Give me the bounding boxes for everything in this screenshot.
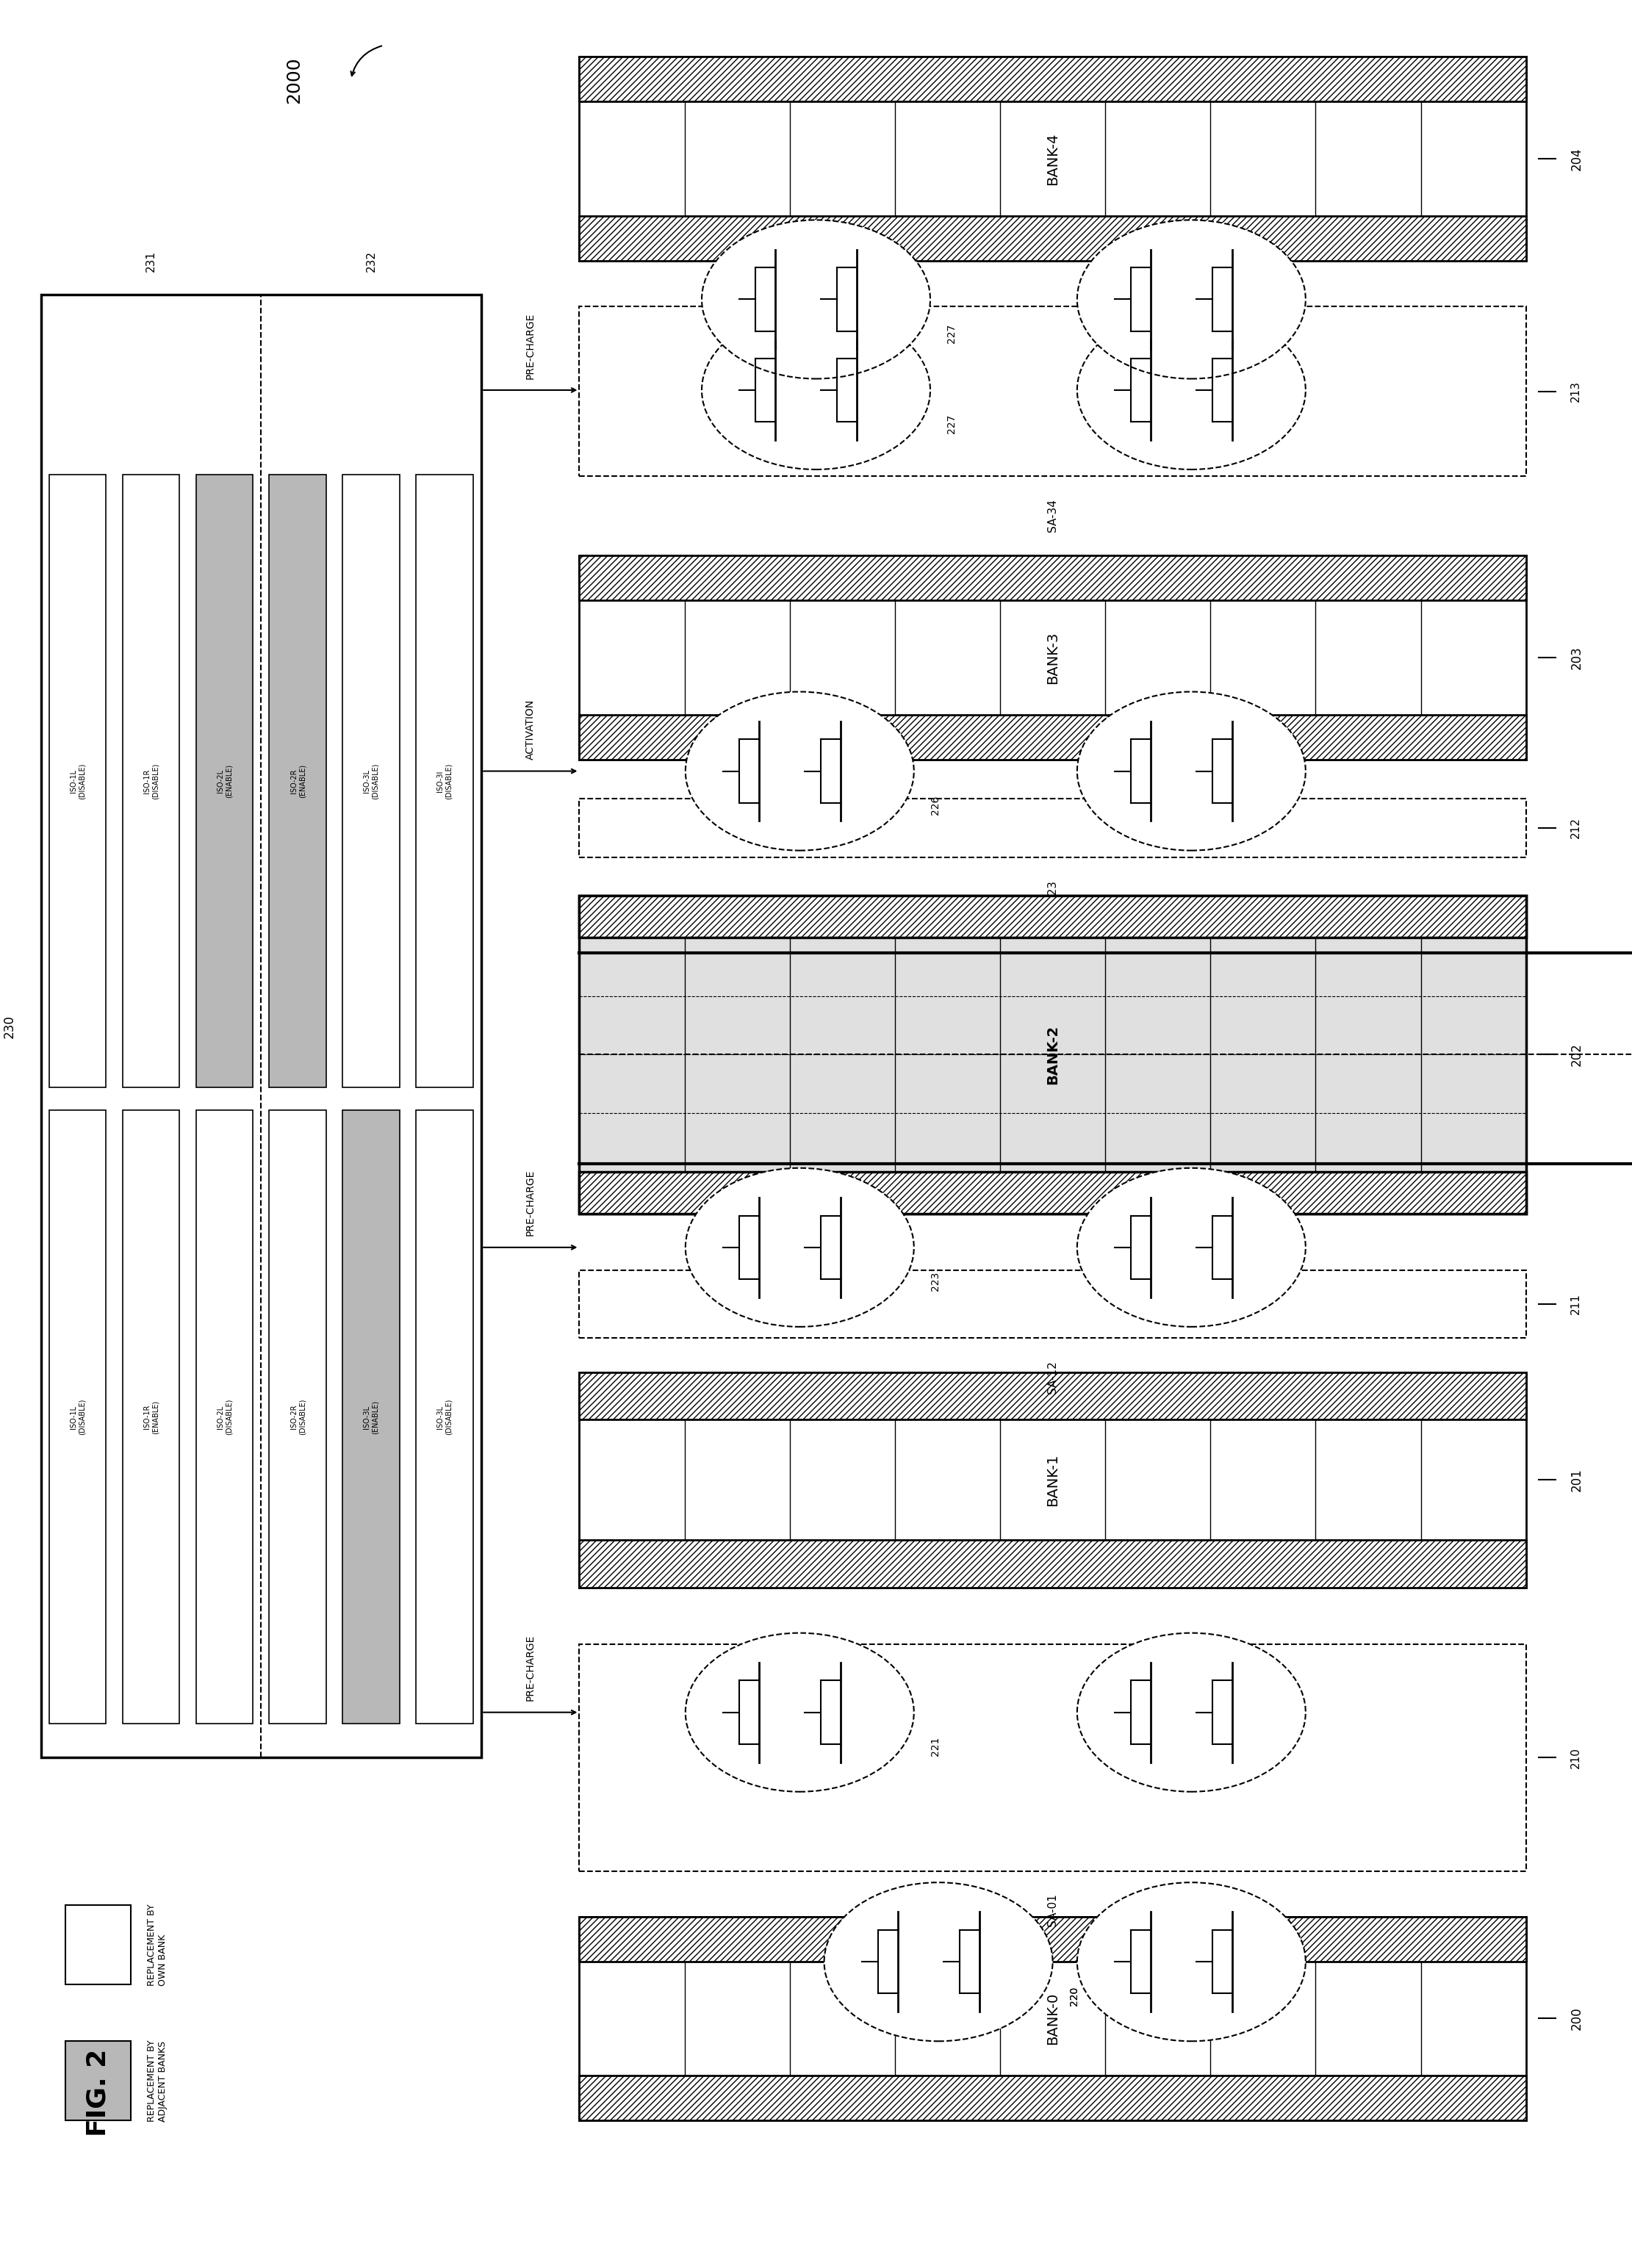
Text: 223: 223 xyxy=(930,1272,940,1290)
Text: ACTIVATION: ACTIVATION xyxy=(526,699,535,760)
Text: BANK-4: BANK-4 xyxy=(1046,132,1059,186)
Bar xyxy=(579,556,1526,760)
Bar xyxy=(122,1111,180,1724)
Bar xyxy=(416,1111,473,1724)
Text: 212: 212 xyxy=(1570,816,1581,839)
Ellipse shape xyxy=(824,1882,1053,2041)
Text: BANK-3: BANK-3 xyxy=(1046,631,1059,685)
Text: ISO-1L
(DISABLE): ISO-1L (DISABLE) xyxy=(70,1399,85,1436)
Text: 213: 213 xyxy=(1570,381,1581,401)
Bar xyxy=(579,215,1526,261)
Text: PRE-CHARGE: PRE-CHARGE xyxy=(526,1635,535,1701)
Text: 204: 204 xyxy=(1570,147,1583,170)
Text: REPLACEMENT BY
ADJACENT BANKS: REPLACEMENT BY ADJACENT BANKS xyxy=(147,2039,168,2123)
Text: ISO-2R
(DISABLE): ISO-2R (DISABLE) xyxy=(290,1399,305,1436)
Bar xyxy=(269,474,326,1089)
Text: REPLACEMENT BY
OWN BANK: REPLACEMENT BY OWN BANK xyxy=(147,1903,168,1987)
Bar xyxy=(49,1111,106,1724)
Bar xyxy=(579,714,1526,760)
Text: SA-01: SA-01 xyxy=(1048,1894,1058,1926)
Ellipse shape xyxy=(685,692,914,850)
Text: 201: 201 xyxy=(1570,1467,1583,1492)
Ellipse shape xyxy=(1077,220,1306,379)
Bar xyxy=(579,306,1526,476)
Bar xyxy=(343,1111,400,1724)
Bar xyxy=(579,57,1526,102)
Ellipse shape xyxy=(702,220,930,379)
Ellipse shape xyxy=(1077,311,1306,469)
Bar xyxy=(579,1173,1526,1213)
Text: ISO-2L
(ENABLE): ISO-2L (ENABLE) xyxy=(217,764,232,798)
Text: ISO-2R
(ENABLE): ISO-2R (ENABLE) xyxy=(290,764,305,798)
Bar xyxy=(65,1905,131,1984)
Ellipse shape xyxy=(1077,1633,1306,1792)
Bar xyxy=(65,2041,131,2121)
Text: BANK-2: BANK-2 xyxy=(1046,1025,1059,1084)
Text: SA-34: SA-34 xyxy=(1048,499,1058,533)
Text: ISO-3L
(DISABLE): ISO-3L (DISABLE) xyxy=(364,762,379,798)
Text: ISO-3L
(DISABLE): ISO-3L (DISABLE) xyxy=(437,1399,452,1436)
Bar xyxy=(579,896,1526,937)
Bar xyxy=(269,1111,326,1724)
Bar xyxy=(416,474,473,1089)
Bar xyxy=(579,1916,1526,2121)
Bar xyxy=(49,474,106,1089)
Text: BANK-1: BANK-1 xyxy=(1046,1454,1059,1506)
Ellipse shape xyxy=(702,311,930,469)
Text: FIG. 2: FIG. 2 xyxy=(85,2048,111,2136)
Text: 200: 200 xyxy=(1570,2007,1583,2030)
Text: ISO-3I
(DISABLE): ISO-3I (DISABLE) xyxy=(437,762,452,798)
Text: PRE-CHARGE: PRE-CHARGE xyxy=(526,313,535,379)
Text: ISO-2L
(DISABLE): ISO-2L (DISABLE) xyxy=(217,1399,232,1436)
Bar xyxy=(196,474,253,1089)
Bar xyxy=(579,1372,1526,1588)
Text: 231: 231 xyxy=(145,252,157,272)
Bar xyxy=(579,556,1526,601)
Text: 226: 226 xyxy=(930,796,940,814)
Text: ISO-1R
(ENABLE): ISO-1R (ENABLE) xyxy=(144,1399,158,1433)
Bar xyxy=(579,1916,1526,1962)
Text: 232: 232 xyxy=(366,252,377,272)
Text: 203: 203 xyxy=(1570,646,1583,669)
Text: 202: 202 xyxy=(1570,1043,1583,1066)
Bar xyxy=(122,474,180,1089)
Bar xyxy=(579,1270,1526,1338)
Text: 221: 221 xyxy=(930,1737,940,1755)
Bar xyxy=(343,474,400,1089)
Text: 227: 227 xyxy=(947,324,956,342)
Text: 2000: 2000 xyxy=(286,57,302,104)
Ellipse shape xyxy=(1077,692,1306,850)
Text: SA-23: SA-23 xyxy=(1048,880,1058,914)
Ellipse shape xyxy=(685,1168,914,1327)
Ellipse shape xyxy=(1077,1168,1306,1327)
Text: 220: 220 xyxy=(1069,1987,1079,2005)
Text: BANK-0: BANK-0 xyxy=(1046,1991,1059,2046)
Text: PRE-CHARGE: PRE-CHARGE xyxy=(526,1170,535,1236)
Text: ISO-1L
(DISABLE): ISO-1L (DISABLE) xyxy=(70,762,85,798)
Bar xyxy=(41,295,481,1758)
Text: 211: 211 xyxy=(1570,1293,1581,1315)
Text: ISO-3L
(ENABLE): ISO-3L (ENABLE) xyxy=(364,1399,379,1433)
Bar xyxy=(579,1540,1526,1588)
Bar xyxy=(579,798,1526,857)
Text: 227: 227 xyxy=(947,415,956,433)
Ellipse shape xyxy=(685,1633,914,1792)
Bar xyxy=(579,57,1526,261)
Text: ISO-1R
(DISABLE): ISO-1R (DISABLE) xyxy=(144,762,158,798)
Ellipse shape xyxy=(1077,1882,1306,2041)
Bar xyxy=(579,2075,1526,2121)
Text: 210: 210 xyxy=(1570,1746,1581,1769)
Text: 230: 230 xyxy=(3,1014,16,1039)
Bar xyxy=(579,896,1526,1213)
Bar xyxy=(579,1372,1526,1420)
Text: 220: 220 xyxy=(1069,1987,1079,2005)
Bar xyxy=(196,1111,253,1724)
Text: SA-12: SA-12 xyxy=(1048,1361,1058,1393)
Bar xyxy=(579,1644,1526,1871)
